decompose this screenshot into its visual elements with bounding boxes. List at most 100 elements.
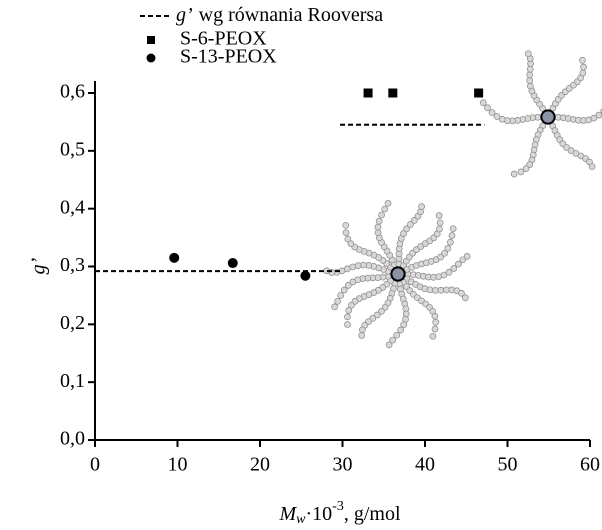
molecule-bead [345, 307, 353, 314]
y-axis-label: g’ [28, 257, 50, 274]
point [363, 88, 373, 98]
molecule-bead [526, 71, 534, 79]
molecule-bead [349, 278, 357, 286]
molecule-bead [347, 240, 355, 248]
molecule-bead [450, 265, 458, 272]
molecule-bead [479, 99, 487, 107]
molecule-bead [369, 314, 377, 322]
molecule-bead [436, 219, 444, 227]
legend-marker [147, 36, 155, 44]
molecule-bead [431, 312, 439, 320]
molecule-core [540, 109, 556, 125]
molecule-bead [580, 63, 587, 71]
molecule-bead [403, 225, 410, 233]
molecule-bead [378, 211, 385, 219]
molecule-bead [381, 205, 389, 213]
point [300, 270, 311, 281]
molecule-bead [595, 111, 602, 119]
molecule-bead [373, 311, 381, 319]
y-tick-label: 0,2 [60, 312, 85, 334]
legend-label: S-6-PEOX [180, 28, 267, 50]
molecule-bead [590, 114, 598, 122]
molecule-bead [400, 321, 408, 329]
molecule-bead [378, 307, 385, 315]
molecule-bead [455, 260, 462, 268]
molecule-bead [526, 77, 534, 84]
molecule-bead [344, 313, 351, 321]
point [227, 258, 238, 269]
molecule-bead [445, 268, 453, 276]
molecule-bead [563, 144, 570, 151]
x-tick-label: 40 [415, 454, 435, 476]
y-tick-label: 0,1 [60, 370, 85, 392]
molecule-bead [437, 286, 445, 294]
x-label-part: -3 [332, 499, 344, 514]
legend-label-part: g’ [176, 4, 193, 26]
molecule-bead [358, 326, 366, 334]
point [388, 88, 398, 98]
x-label-part: , g/mol [344, 503, 401, 525]
molecule-bead [448, 232, 456, 239]
molecule-bead [384, 199, 392, 207]
legend-label: g’ wg równania Rooversa [176, 4, 383, 26]
y-tick-label: 0,4 [60, 196, 85, 218]
molecule-bead [411, 216, 418, 224]
molecule-bead [348, 301, 355, 309]
molecule-bead [393, 331, 401, 339]
molecule-bead [526, 65, 534, 73]
y-tick-label: 0,6 [60, 81, 85, 103]
point [474, 88, 484, 98]
x-tick-label: 20 [250, 454, 270, 476]
molecule-bead [517, 168, 525, 176]
molecule-bead [463, 253, 471, 260]
x-tick-label: 30 [333, 454, 353, 476]
molecule-bead [441, 249, 448, 257]
molecule-bead [449, 225, 457, 233]
molecule-bead [354, 262, 362, 269]
molecule-bead [446, 238, 454, 246]
molecule-bead [344, 282, 352, 289]
molecule-bead [389, 336, 397, 344]
molecule-bead [331, 303, 338, 311]
molecule-bead [436, 225, 443, 233]
point [169, 252, 180, 263]
molecule-bead [334, 297, 341, 305]
molecule-bead [337, 292, 345, 299]
molecule-bead [588, 163, 596, 170]
molecule-bead [374, 229, 382, 236]
molecule-bead [493, 113, 501, 120]
y-tick-label: 0,3 [60, 254, 85, 276]
y-tick-label: 0,5 [60, 138, 85, 160]
molecule-bead [432, 318, 440, 326]
molecule-bead [498, 115, 506, 123]
molecule-bead [429, 332, 437, 340]
x-tick-label: 60 [580, 454, 600, 476]
molecule-bead [400, 230, 407, 237]
molecule-bead [340, 286, 348, 294]
molecule-bead [374, 223, 382, 231]
molecule-bead [459, 256, 467, 264]
molecule-bead [342, 229, 350, 237]
x-axis-label: Mw·10-3, g/mol [278, 499, 400, 527]
legend-label: S-13-PEOX [180, 46, 277, 68]
molecule-bead [385, 341, 393, 349]
molecule-bead [358, 332, 365, 339]
x-tick-label: 10 [168, 454, 188, 476]
y-tick-label: 0,0 [60, 428, 85, 450]
molecule-bead [458, 289, 465, 297]
molecule-core [390, 266, 406, 282]
molecule-bead [407, 221, 414, 228]
x-tick-label: 0 [90, 454, 100, 476]
molecule-bead [579, 57, 586, 64]
molecule-bead [435, 212, 443, 220]
molecule-bead [488, 109, 496, 116]
molecule-bead [342, 221, 350, 229]
molecule-bead [440, 271, 448, 279]
x-tick-label: 50 [498, 454, 518, 476]
molecule-bead [444, 244, 452, 252]
x-label-part: M [278, 503, 297, 525]
molecule-bead [375, 217, 383, 225]
molecule-bead [432, 286, 439, 294]
x-label-part: ·10 [306, 503, 333, 525]
